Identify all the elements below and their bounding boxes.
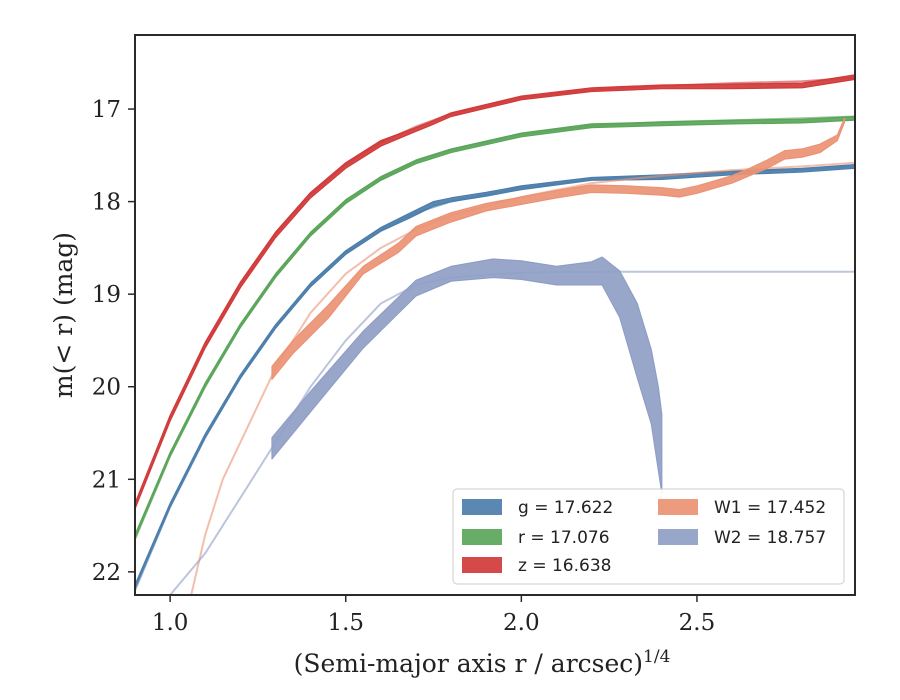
x-axis-title-superscript: 1/4 — [643, 647, 670, 667]
x-tick-label: 2.5 — [679, 610, 716, 636]
x-axis-title-text: (Semi-major axis r / arcsec) — [294, 649, 643, 678]
x-axis-ticks: 1.0 1.5 2.0 2.5 — [152, 595, 715, 636]
x-axis-title: (Semi-major axis r / arcsec)1/4 — [294, 647, 671, 678]
legend-frame — [452, 488, 845, 585]
series-w1-band — [271, 117, 846, 380]
x-tick-label: 2.0 — [503, 610, 540, 636]
y-tick-label: 19 — [92, 282, 121, 308]
legend: g = 17.622 r = 17.076 z = 16.638 W1 = 17.45… — [452, 488, 845, 585]
plot-frame — [134, 34, 856, 596]
y-tick-label: 22 — [92, 560, 121, 586]
series-w1-model-line — [190, 161, 855, 595]
legend-swatch-z — [462, 557, 502, 573]
legend-label-w1: W1 = 17.452 — [714, 498, 826, 518]
x-tick-label: 1.0 — [152, 610, 189, 636]
legend-label-g: g = 17.622 — [518, 498, 613, 518]
series-z-band — [135, 74, 855, 510]
legend-swatch-g — [462, 499, 502, 515]
series-g-band — [135, 164, 855, 590]
legend-label-r: r = 17.076 — [518, 528, 610, 548]
series-r-band — [135, 115, 855, 540]
y-tick-label: 18 — [92, 190, 121, 216]
y-tick-label: 21 — [92, 467, 121, 493]
y-axis-ticks: 17 18 19 20 21 22 — [92, 97, 135, 586]
y-axis-title: m(< r) (mag) — [49, 232, 78, 398]
legend-swatch-w1 — [658, 499, 698, 515]
legend-label-w2: W2 = 18.757 — [714, 528, 826, 548]
y-tick-label: 20 — [92, 375, 121, 401]
legend-swatch-r — [462, 529, 502, 545]
x-tick-label: 1.5 — [327, 610, 364, 636]
series-layer — [135, 74, 855, 595]
legend-swatch-w2 — [658, 529, 698, 545]
legend-label-z: z = 16.638 — [518, 556, 611, 576]
y-tick-label: 17 — [92, 97, 121, 123]
